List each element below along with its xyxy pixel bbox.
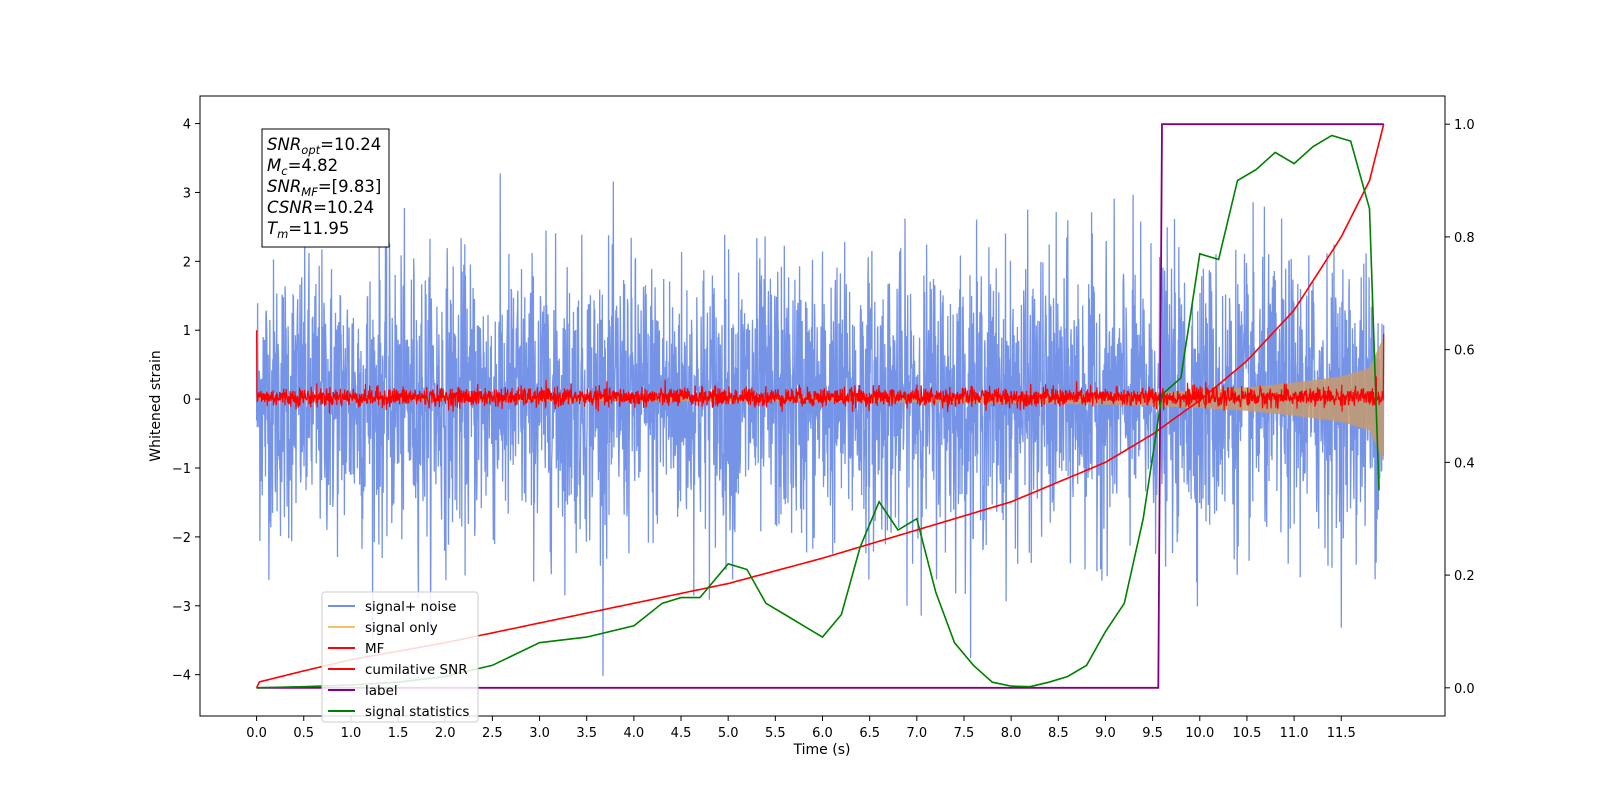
x-tick-label: 7.5 xyxy=(954,726,975,741)
legend-label: signal statistics xyxy=(365,704,469,720)
x-tick-label: 2.0 xyxy=(435,726,456,741)
y-tick-label: −3 xyxy=(172,600,191,615)
annotation-symbol: T xyxy=(267,219,279,238)
x-tick-label: 11.0 xyxy=(1280,726,1309,741)
x-tick-label: 4.0 xyxy=(624,726,645,741)
x-tick-label: 5.0 xyxy=(718,726,739,741)
x-tick-label: 3.5 xyxy=(576,726,597,741)
annotation-value: =[9.83] xyxy=(318,177,381,196)
legend-label: cumilative SNR xyxy=(365,662,468,678)
signal-noise-line xyxy=(255,173,1385,677)
y-tick-label: −2 xyxy=(172,531,191,546)
y2-tick-label: 0.0 xyxy=(1454,682,1475,697)
x-tick-label: 6.0 xyxy=(812,726,833,741)
x-tick-label: 3.0 xyxy=(529,726,550,741)
x-tick-label: 8.5 xyxy=(1048,726,1069,741)
annotation-frame xyxy=(261,128,390,248)
x-tick-label: 2.5 xyxy=(482,726,503,741)
annotation-line: Mc=4.82 xyxy=(267,156,338,178)
x-tick-label: 0.5 xyxy=(293,726,314,741)
legend-label: signal+ noise xyxy=(365,599,456,615)
y2-axis-ticks: 1.0 0.8 0.6 0.4 0.2 0.0 xyxy=(1445,118,1475,697)
y2-tick-label: 0.2 xyxy=(1454,569,1475,584)
annotation-subscript: opt xyxy=(301,143,320,157)
y2-tick-label: 0.4 xyxy=(1454,456,1475,471)
mf-line xyxy=(256,330,1385,414)
signal-statistics-line xyxy=(256,134,1380,689)
annotation-line: SNRMF=[9.83] xyxy=(267,177,381,199)
annotation-value: =11.95 xyxy=(288,219,349,238)
y-axis-ticks: 4 3 2 1 0 −1 −2 −3 −4 xyxy=(172,118,200,684)
y2-tick-label: 0.8 xyxy=(1454,231,1475,246)
annotation-subscript: MF xyxy=(301,185,318,199)
x-tick-label: 7.0 xyxy=(906,726,927,741)
annotation-value: =10.24 xyxy=(320,135,381,154)
annotation-line: CSNR=10.24 xyxy=(267,198,374,217)
y2-tick-label: 0.6 xyxy=(1454,344,1475,359)
annotation-line: Tm=11.95 xyxy=(267,219,349,241)
x-tick-label: 8.0 xyxy=(1001,726,1022,741)
annotation-box: SNRopt=10.24Mc=4.82SNRMF=[9.83]CSNR=10.2… xyxy=(261,128,390,248)
legend: signal+ noise signal only MF cumilative SNR… xyxy=(321,591,479,723)
annotation-symbol: SNR xyxy=(267,135,301,154)
x-tick-label: 1.0 xyxy=(341,726,362,741)
annotation-symbol: SNR xyxy=(267,177,301,196)
y-tick-label: 1 xyxy=(183,324,191,339)
annotation-symbol: M xyxy=(267,156,281,175)
y-tick-label: −4 xyxy=(172,669,191,684)
x-tick-label: 5.5 xyxy=(765,726,786,741)
annotation-lines: SNRopt=10.24Mc=4.82SNRMF=[9.83]CSNR=10.2… xyxy=(267,135,381,241)
x-tick-label: 10.0 xyxy=(1185,726,1214,741)
annotation-subscript: c xyxy=(281,164,288,178)
mf-series xyxy=(256,330,1385,414)
x-axis-label: Time (s) xyxy=(793,742,851,758)
x-tick-label: 4.5 xyxy=(671,726,692,741)
annotation-subscript: m xyxy=(277,227,288,241)
annotation-line: SNRopt=10.24 xyxy=(267,135,381,157)
signal-noise-series xyxy=(255,173,1385,677)
y-tick-label: 0 xyxy=(183,393,191,408)
legend-label: MF xyxy=(365,641,384,657)
legend-items: signal+ noise signal only MF cumilative SNR… xyxy=(328,599,469,720)
x-tick-label: 1.5 xyxy=(388,726,409,741)
x-tick-label: 10.5 xyxy=(1232,726,1261,741)
x-tick-label: 9.0 xyxy=(1095,726,1116,741)
y-axis-label: Whitened strain xyxy=(148,350,164,461)
signal-statistics-series xyxy=(256,134,1380,689)
legend-label: label xyxy=(365,683,398,699)
legend-label: signal only xyxy=(365,620,438,636)
y-tick-label: 3 xyxy=(183,186,191,201)
annotation-value: =4.82 xyxy=(288,156,339,175)
y2-tick-label: 1.0 xyxy=(1454,118,1475,133)
x-tick-label: 0.0 xyxy=(246,726,267,741)
legend-frame xyxy=(321,591,479,723)
annotation-symbol: CSNR xyxy=(267,198,313,217)
annotation-value: =10.24 xyxy=(313,198,374,217)
x-tick-label: 11.5 xyxy=(1327,726,1356,741)
x-tick-label: 6.5 xyxy=(859,726,880,741)
x-tick-label: 9.5 xyxy=(1142,726,1163,741)
y-tick-label: −1 xyxy=(172,462,191,477)
x-axis-ticks: 0.0 0.5 1.0 1.5 2.0 2.5 3.0 3.5 4.0 4.5 5.0 5.5 6.0 6… xyxy=(246,716,1356,741)
y-tick-label: 2 xyxy=(183,255,191,270)
y-tick-label: 4 xyxy=(183,118,191,133)
